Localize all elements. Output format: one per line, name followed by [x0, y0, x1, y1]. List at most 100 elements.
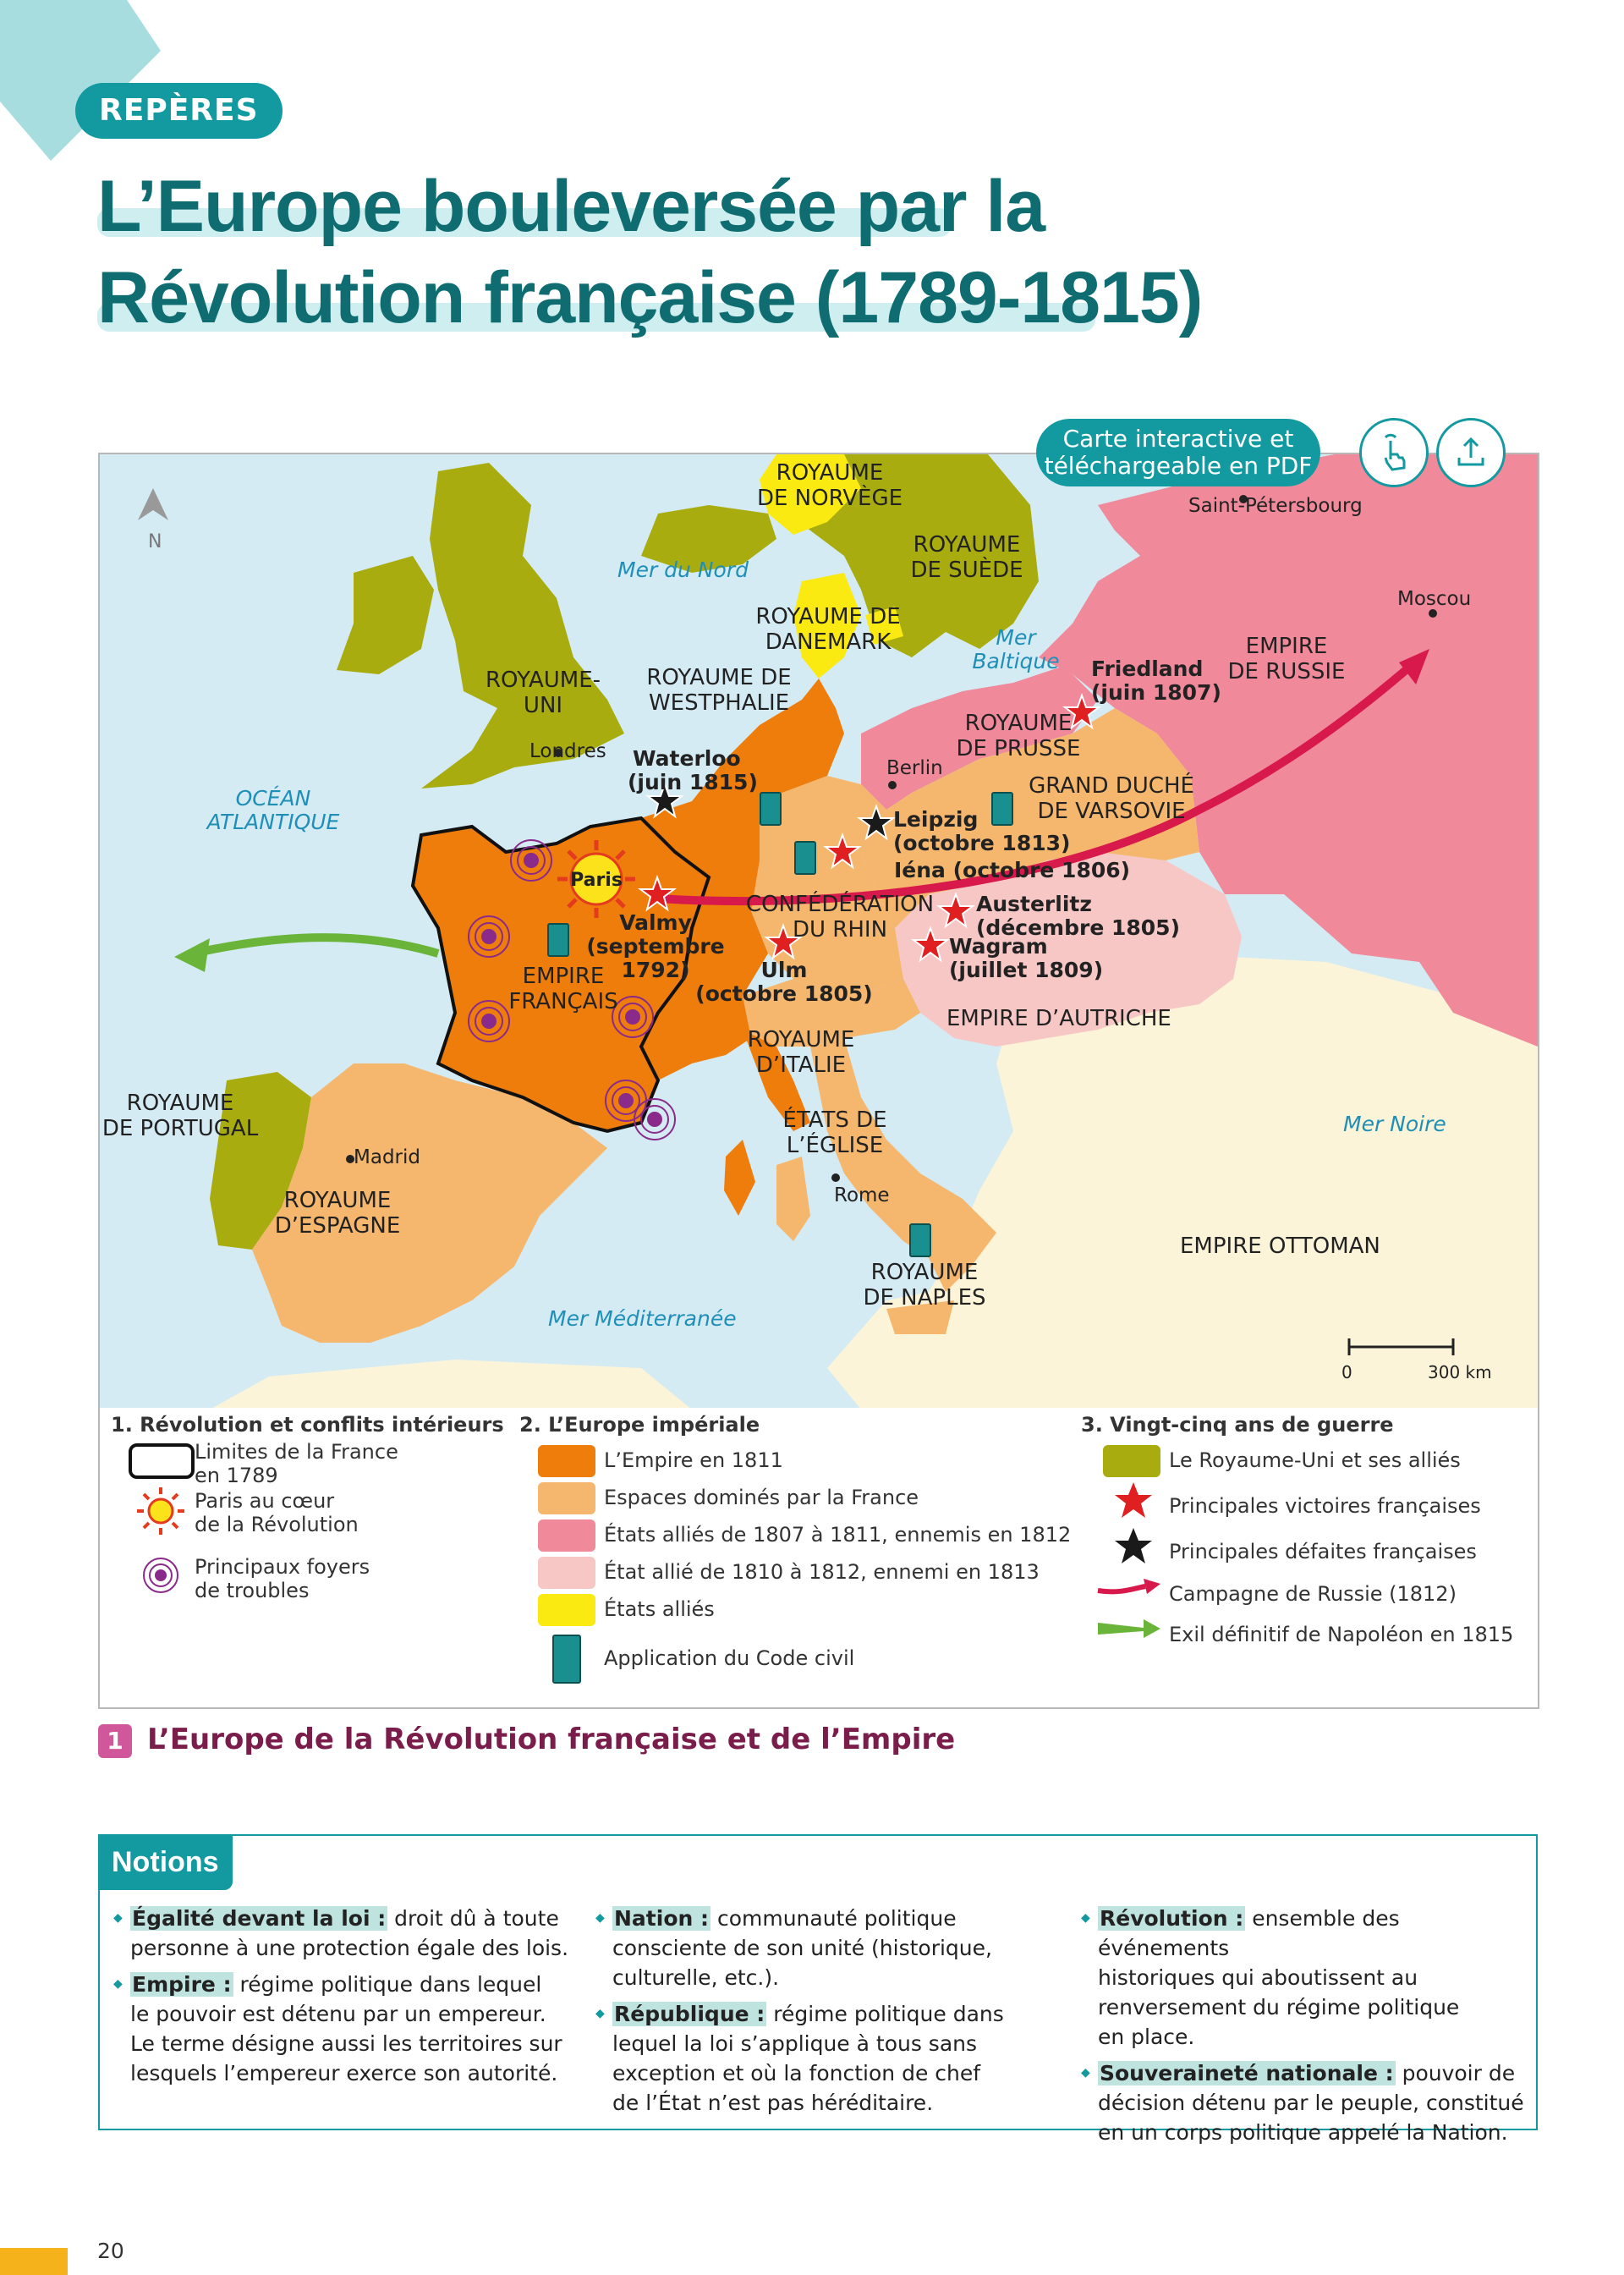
city-saint-petersbourg: Saint-Pétersbourg [1188, 495, 1363, 517]
legend-empire-1811: L’Empire en 1811 [604, 1448, 783, 1472]
label-espagne: ROYAUME D’ESPAGNE [275, 1188, 401, 1239]
france-1789-border [410, 816, 711, 1134]
download-icon[interactable] [1436, 418, 1506, 487]
denmark-islands [865, 607, 903, 645]
interactive-line-1: Carte interactive et [1062, 425, 1294, 453]
swatch-empire-1811 [538, 1445, 595, 1477]
city-rome: Rome [834, 1184, 890, 1206]
norway-south [641, 505, 776, 573]
victory-star-icon [1115, 1482, 1152, 1518]
notions-title: Notions [98, 1834, 233, 1890]
legend-dominated: Espaces dominés par la France [604, 1486, 919, 1509]
notion-souverainete: Souveraineté nationale : pouvoir dedécis… [1081, 2058, 1529, 2147]
code-civil-icon [552, 1635, 581, 1684]
notions-column-2: Nation : communauté politiqueconsciente … [595, 1904, 1052, 2124]
battle-iena: Iéna (octobre 1806) [894, 858, 1130, 882]
swatch-uk-allies [1103, 1445, 1160, 1477]
portugal [210, 1072, 311, 1250]
label-prusse: ROYAUME DE PRUSSE [957, 711, 1081, 761]
document-number: 1 [98, 1723, 132, 1758]
sea-atlantique: OCÉAN ATLANTIQUE [206, 786, 340, 834]
duchy-of-warsaw [861, 708, 1199, 928]
svg-text:N: N [148, 531, 162, 552]
ottoman-empire-land [827, 953, 1538, 1410]
scale-bar [1347, 1338, 1455, 1355]
legend-allied-states: États alliés [604, 1597, 715, 1621]
battle-leipzig: Leipzig (octobre 1813) [893, 807, 1070, 855]
kingdom-of-italy-north [743, 979, 920, 1047]
label-naples: ROYAUME DE NAPLES [863, 1260, 985, 1311]
sea-nord: Mer du Nord [617, 558, 749, 582]
battle-austerlitz: Austerlitz (décembre 1805) [976, 892, 1180, 940]
italy-peninsula [810, 1038, 996, 1292]
notions-column-3: Révolution : ensemble des événementshist… [1081, 1904, 1529, 2154]
french-empire-italy [743, 1030, 810, 1131]
corner-decoration [0, 0, 161, 161]
scale-end: 300 km [1428, 1362, 1492, 1382]
legend-heading-1: 1. Révolution et conflits intérieurs [111, 1413, 504, 1437]
legend-allied-1810: État allié de 1810 à 1812, ennemi en 181… [604, 1560, 1040, 1584]
notion-empire: Empire : régime politique dans lequelle … [113, 1970, 570, 2088]
swatch-dominated [538, 1482, 595, 1514]
norway [760, 454, 861, 535]
interactive-map-button[interactable]: Carte interactive et téléchargeable en P… [1036, 419, 1320, 486]
french-empire-1811 [413, 679, 844, 1131]
legend-item-paris: Paris au cœur de la Révolution [195, 1489, 359, 1536]
title-line-2: Révolution française (1789-1815) [97, 257, 1203, 338]
label-varsovie: GRAND DUCHÉ DE VARSOVIE [1029, 772, 1194, 824]
denmark [793, 573, 861, 679]
section-tag: REPÈRES [75, 83, 283, 139]
legend-exile: Exil définitif de Napoléon en 1815 [1169, 1623, 1514, 1646]
battle-ulm: Ulm (octobre 1805) [695, 958, 872, 1006]
legend-allied-1807: États alliés de 1807 à 1811, ennemis en … [604, 1523, 1072, 1547]
city-londres: Londres [529, 740, 606, 762]
russia-campaign-arrow [657, 662, 1414, 906]
north-arrow-icon: N [138, 488, 168, 552]
map-legend: 1. Révolution et conflits intérieurs 2. … [98, 1408, 1539, 1709]
victory-stars [638, 693, 1101, 963]
label-danemark: ROYAUME DE DANEMARK [755, 604, 900, 655]
battle-friedland: Friedland (juin 1807) [1091, 657, 1221, 705]
legend-item-troubles: Principaux foyers de troubles [195, 1555, 370, 1602]
legend-uk-allies: Le Royaume-Uni et ses alliés [1169, 1448, 1461, 1472]
battle-valmy: Valmy (septembre 1792) [586, 910, 724, 982]
label-empire-francais: EMPIRE FRANÇAIS [508, 964, 617, 1014]
europe-map: Paris N 0 300 km ROYAUME DE NOR [98, 453, 1539, 1411]
russian-empire [1039, 454, 1538, 1047]
exile-arrow [191, 933, 440, 958]
touch-hand-glyph [1384, 433, 1406, 471]
legend-victories: Principales victoires françaises [1169, 1494, 1481, 1518]
page-number: 20 [97, 2239, 124, 2263]
city-moscou: Moscou [1397, 588, 1471, 610]
legend-heading-3: 3. Vingt-cinq ans de guerre [1081, 1413, 1394, 1437]
swatch-allied-1810 [538, 1557, 595, 1589]
corsica [724, 1140, 755, 1216]
battle-wagram: Wagram (juillet 1809) [949, 934, 1103, 982]
ireland [337, 556, 434, 674]
battle-waterloo: Waterloo (juin 1815) [628, 746, 758, 794]
label-autriche: EMPIRE D’AUTRICHE [946, 1006, 1171, 1031]
label-suede: ROYAUME DE SUÈDE [910, 532, 1023, 583]
russia-campaign-arrowhead [1399, 649, 1429, 684]
notions-box: Notions Égalité devant la loi : droit dû… [98, 1834, 1538, 2145]
document-caption-text: L’Europe de la Révolution française et d… [147, 1723, 956, 1756]
download-glyph [1457, 437, 1484, 466]
label-italie: ROYAUME D’ITALIE [748, 1027, 855, 1078]
legend-code-civil: Application du Code civil [604, 1646, 855, 1670]
label-confederation: CONFÉDÉRATION DU RHIN [746, 890, 934, 942]
trouble-rings [468, 839, 676, 1140]
notion-republique: République : régime politique danslequel… [595, 1999, 1052, 2118]
label-portugal: ROYAUME DE PORTUGAL [102, 1091, 259, 1141]
touch-hand-icon[interactable] [1359, 418, 1429, 487]
russia-campaign-icon [1097, 1579, 1160, 1595]
legend-russia-campaign: Campagne de Russie (1812) [1169, 1582, 1457, 1606]
great-britain [421, 463, 624, 789]
border-outline-icon [129, 1443, 195, 1479]
sun-icon [137, 1487, 184, 1535]
interactive-line-2: téléchargeable en PDF [1044, 452, 1313, 480]
north-africa-land [210, 1360, 692, 1410]
scale-start: 0 [1341, 1362, 1352, 1382]
label-eglise: ÉTATS DE L’ÉGLISE [782, 1106, 886, 1158]
paris-sun-icon [557, 840, 635, 918]
exile-arrow-icon [1098, 1619, 1160, 1638]
